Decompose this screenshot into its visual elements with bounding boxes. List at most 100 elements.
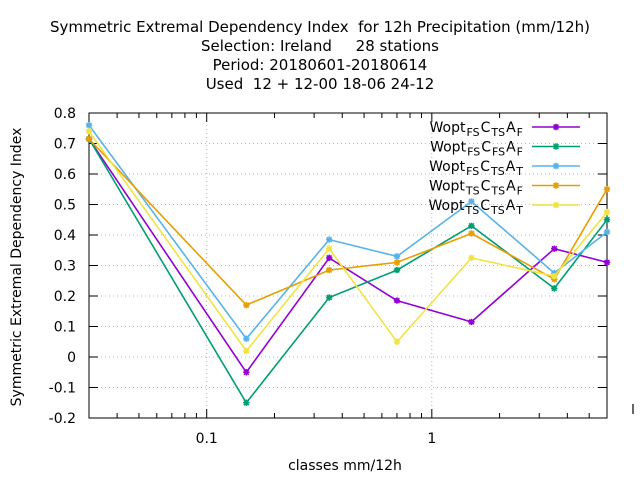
data-point-center bbox=[552, 247, 556, 251]
data-point-center bbox=[552, 286, 556, 290]
data-point-center bbox=[395, 260, 399, 265]
legend-item-3: WoptFSCTSAT bbox=[429, 159, 580, 178]
y-tick-label: 0.7 bbox=[54, 137, 76, 153]
series-line bbox=[88, 138, 608, 307]
legend-swatch-dot bbox=[554, 164, 558, 168]
data-point-center bbox=[469, 224, 474, 228]
legend-text: Wopt bbox=[430, 140, 466, 156]
legend-subscript: F bbox=[517, 185, 523, 198]
legend-text: A bbox=[506, 120, 516, 136]
legend-text: Wopt bbox=[429, 179, 465, 195]
y-tick-label: 0.4 bbox=[54, 228, 76, 244]
data-point-center bbox=[605, 230, 609, 234]
legend-subscript: FS bbox=[466, 126, 479, 139]
data-point-center bbox=[395, 340, 399, 344]
legend-item-2: WoptFSCFSAF bbox=[430, 140, 580, 159]
data-point-center bbox=[327, 268, 331, 272]
legend-text: Wopt bbox=[429, 198, 465, 214]
data-point-center bbox=[469, 320, 474, 324]
y-tick-label: 0.5 bbox=[54, 198, 76, 214]
y-tick-label: 0.2 bbox=[54, 289, 76, 305]
legend-subscript: FS bbox=[466, 165, 479, 178]
legend-text: A bbox=[506, 198, 516, 214]
legend-label: WoptFSCTSAT bbox=[429, 159, 523, 178]
data-point-center bbox=[244, 349, 248, 353]
y-tick-label: 0 bbox=[67, 350, 76, 366]
series-1 bbox=[85, 135, 611, 376]
data-point-center bbox=[395, 298, 399, 303]
data-point-center bbox=[244, 370, 248, 374]
legend-subscript: T bbox=[515, 204, 523, 217]
x-axis-label: classes mm/12h bbox=[288, 458, 402, 474]
data-point-center bbox=[469, 199, 474, 204]
legend-subscript: TS bbox=[465, 185, 480, 198]
data-point-center bbox=[244, 337, 248, 341]
legend-swatch-dot bbox=[554, 183, 558, 188]
grid bbox=[89, 113, 607, 418]
chart-subtitle-used: Used 12 + 12-00 18-06 24-12 bbox=[205, 75, 435, 93]
x-tick-label: 1 bbox=[427, 431, 436, 447]
series-line bbox=[88, 124, 608, 340]
legend-subscript: TS bbox=[490, 126, 505, 139]
series-group bbox=[85, 122, 611, 406]
data-point-center bbox=[552, 274, 556, 278]
y-axis-label: Symmetric Extremal Dependency Index bbox=[9, 128, 25, 407]
data-point-center bbox=[395, 254, 399, 258]
data-point-center bbox=[605, 260, 609, 265]
legend: WoptFSCTSAFWoptFSCFSAFWoptFSCTSATWoptTSC… bbox=[429, 120, 580, 217]
legend-text: C bbox=[480, 198, 490, 214]
x-tick-label: 0.1 bbox=[196, 431, 218, 447]
y-tick-label: -0.2 bbox=[49, 411, 76, 427]
data-point-center bbox=[327, 256, 331, 260]
legend-text: Wopt bbox=[429, 159, 465, 175]
legend-subscript: TS bbox=[490, 165, 505, 178]
series-3 bbox=[85, 122, 611, 342]
legend-swatch-dot bbox=[554, 203, 558, 207]
data-point-center bbox=[244, 303, 248, 307]
data-point-center bbox=[395, 268, 399, 272]
legend-subscript: TS bbox=[465, 204, 480, 217]
series-line bbox=[88, 130, 608, 353]
legend-label: WoptTSCTSAF bbox=[429, 179, 523, 198]
data-point-center bbox=[327, 247, 331, 251]
legend-item-1: WoptFSCTSAF bbox=[430, 120, 580, 139]
legend-text: A bbox=[506, 159, 516, 175]
y-tick-label: 0.3 bbox=[54, 259, 76, 275]
legend-subscript: TS bbox=[490, 204, 505, 217]
data-point-center bbox=[327, 237, 331, 242]
legend-item-5: WoptTSCTSAT bbox=[429, 198, 580, 217]
legend-subscript: TS bbox=[490, 185, 505, 198]
legend-item-4: WoptTSCTSAF bbox=[429, 179, 580, 198]
y-tick-label: -0.1 bbox=[49, 381, 76, 397]
y-tick-label: 0.1 bbox=[54, 320, 76, 336]
legend-label: WoptFSCFSAF bbox=[430, 140, 523, 159]
legend-subscript: FS bbox=[492, 146, 505, 159]
data-point-center bbox=[87, 129, 91, 133]
legend-text: C bbox=[481, 179, 491, 195]
data-point-center bbox=[605, 187, 609, 191]
series-4 bbox=[85, 135, 611, 309]
series-2 bbox=[85, 135, 611, 406]
legend-text: A bbox=[506, 179, 516, 195]
data-point-center bbox=[327, 295, 331, 300]
data-point-center bbox=[87, 123, 91, 127]
data-point-center bbox=[469, 256, 474, 260]
legend-subscript: F bbox=[517, 126, 523, 139]
legend-subscript: FS bbox=[467, 146, 480, 159]
axis-ticks: -0.2 -0.1 0 0.1 0.2 0.3 0.4 0.5 0.6 0.7 0.8 0.1 1 bbox=[49, 106, 634, 447]
legend-text: C bbox=[481, 140, 491, 156]
legend-text: C bbox=[481, 120, 491, 136]
chart-subtitle-selection: Selection: Ireland 28 stations bbox=[201, 37, 439, 55]
y-tick-label: 0.8 bbox=[54, 106, 76, 122]
chart-subtitle-period: Period: 20180601-20180614 bbox=[212, 56, 428, 74]
legend-label: WoptFSCTSAF bbox=[430, 120, 523, 139]
chart-title: Symmetric Extremal Dependency Index for … bbox=[50, 18, 590, 36]
data-point-center bbox=[87, 137, 91, 141]
data-point-center bbox=[244, 401, 248, 405]
y-tick-label: 0.6 bbox=[54, 167, 76, 183]
legend-text: C bbox=[480, 159, 490, 175]
series-5 bbox=[85, 128, 611, 355]
legend-swatch-dot bbox=[554, 125, 558, 129]
legend-text: Wopt bbox=[430, 120, 466, 136]
legend-subscript: F bbox=[517, 146, 523, 159]
